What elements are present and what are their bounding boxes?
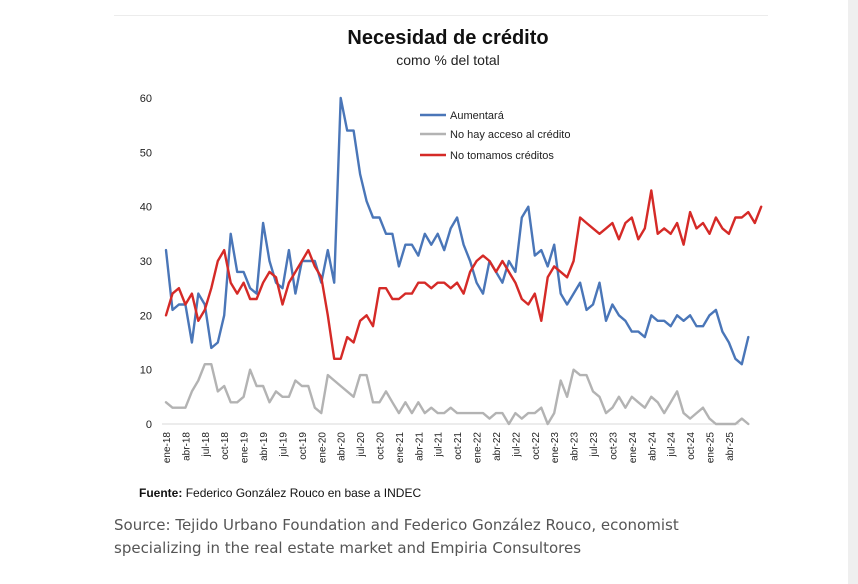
series-line-0: [164, 96, 750, 366]
x-tick-label: jul-19: [278, 432, 289, 458]
x-tick-label: abr-24: [647, 432, 658, 461]
x-tick-label: abr-23: [570, 432, 581, 461]
y-tick-label: 10: [140, 365, 152, 377]
x-tick-label: jul-21: [434, 432, 445, 458]
legend-label: No tomamos créditos: [450, 150, 554, 162]
x-tick-label: oct-23: [608, 432, 619, 460]
x-tick-label: jul-20: [356, 432, 367, 458]
y-tick-label: 60: [140, 93, 152, 105]
x-tick-label: oct-21: [453, 432, 464, 460]
chart-title: Necesidad de crédito: [347, 27, 549, 49]
x-tick-label: oct-22: [531, 432, 542, 460]
x-tick-label: ene-22: [473, 432, 484, 464]
x-tick-label: ene-18: [162, 432, 173, 464]
x-tick-label: oct-24: [686, 432, 697, 460]
x-tick-label: oct-18: [220, 432, 231, 460]
y-tick-label: 30: [140, 256, 152, 268]
image-caption: Source: Tejido Urbano Foundation and Fed…: [114, 516, 679, 557]
x-tick-label: jul-22: [511, 432, 522, 458]
source-text: Federico González Rouco en base a INDEC: [185, 486, 422, 500]
x-tick-label: abr-19: [259, 432, 270, 461]
y-tick-label: 20: [140, 310, 152, 322]
page-edge: [848, 0, 858, 584]
x-tick-label: ene-24: [628, 432, 639, 464]
series-line-1: [164, 363, 750, 426]
legend-label: No hay acceso al crédito: [450, 129, 570, 141]
chart-source: Fuente: Federico González Rouco en base …: [139, 486, 421, 500]
x-tick-label: oct-19: [298, 432, 309, 460]
x-tick-label: jul-18: [201, 432, 212, 458]
y-tick-label: 50: [140, 147, 152, 159]
x-tick-label: abr-20: [337, 432, 348, 461]
top-divider: [114, 15, 768, 16]
x-tick-label: oct-20: [376, 432, 387, 460]
legend-label: Aumentará: [450, 110, 505, 122]
x-tick-label: ene-25: [705, 432, 716, 464]
x-tick-label: abr-22: [492, 432, 503, 461]
x-tick-label: ene-23: [550, 432, 561, 464]
x-tick-label: abr-25: [725, 432, 736, 461]
x-tick-label: ene-19: [240, 432, 251, 464]
x-tick-label: jul-24: [667, 432, 678, 458]
x-tick-label: ene-21: [395, 432, 406, 464]
series-line-2: [164, 189, 763, 360]
x-tick-label: ene-20: [317, 432, 328, 464]
x-tick-label: jul-23: [589, 432, 600, 458]
x-tick-label: abr-18: [181, 432, 192, 461]
y-tick-label: 0: [146, 419, 152, 431]
y-tick-label: 40: [140, 202, 152, 214]
x-tick-label: abr-21: [414, 432, 425, 461]
source-label: Fuente:: [139, 486, 183, 500]
chart-subtitle: como % del total: [396, 52, 500, 68]
